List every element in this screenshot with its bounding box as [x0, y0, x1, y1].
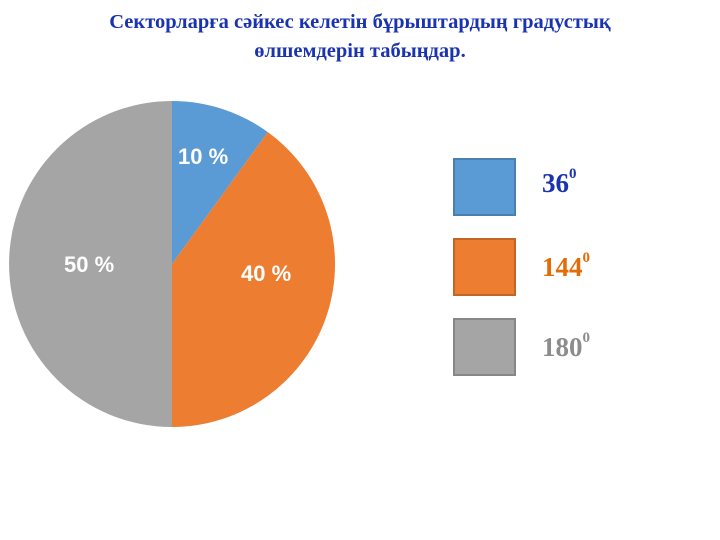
- legend-value-180: 1800: [542, 330, 590, 362]
- legend-value-36: 360: [542, 166, 577, 198]
- slice-label-10: 10 %: [178, 144, 228, 169]
- legend-swatch-orange: [453, 238, 516, 296]
- legend-swatch-gray: [453, 318, 516, 376]
- title-line-2: өлшемдерін табыңдар.: [254, 40, 466, 62]
- slice-40-percent: [172, 132, 336, 427]
- slice-label-50: 50 %: [64, 252, 114, 277]
- legend-value-144: 1440: [542, 250, 590, 282]
- title-line-1: Секторларға сәйкес келетін бұрыштардың г…: [109, 11, 611, 33]
- legend-swatch-blue: [453, 158, 516, 216]
- slice-10-percent: [172, 100, 268, 264]
- slice-label-40: 40 %: [241, 261, 291, 286]
- page-title: Секторларға сәйкес келетін бұрыштардың г…: [0, 8, 720, 66]
- slice-50-percent: [9, 101, 172, 427]
- pie-chart: 10 % 40 % 50 %: [9, 100, 336, 427]
